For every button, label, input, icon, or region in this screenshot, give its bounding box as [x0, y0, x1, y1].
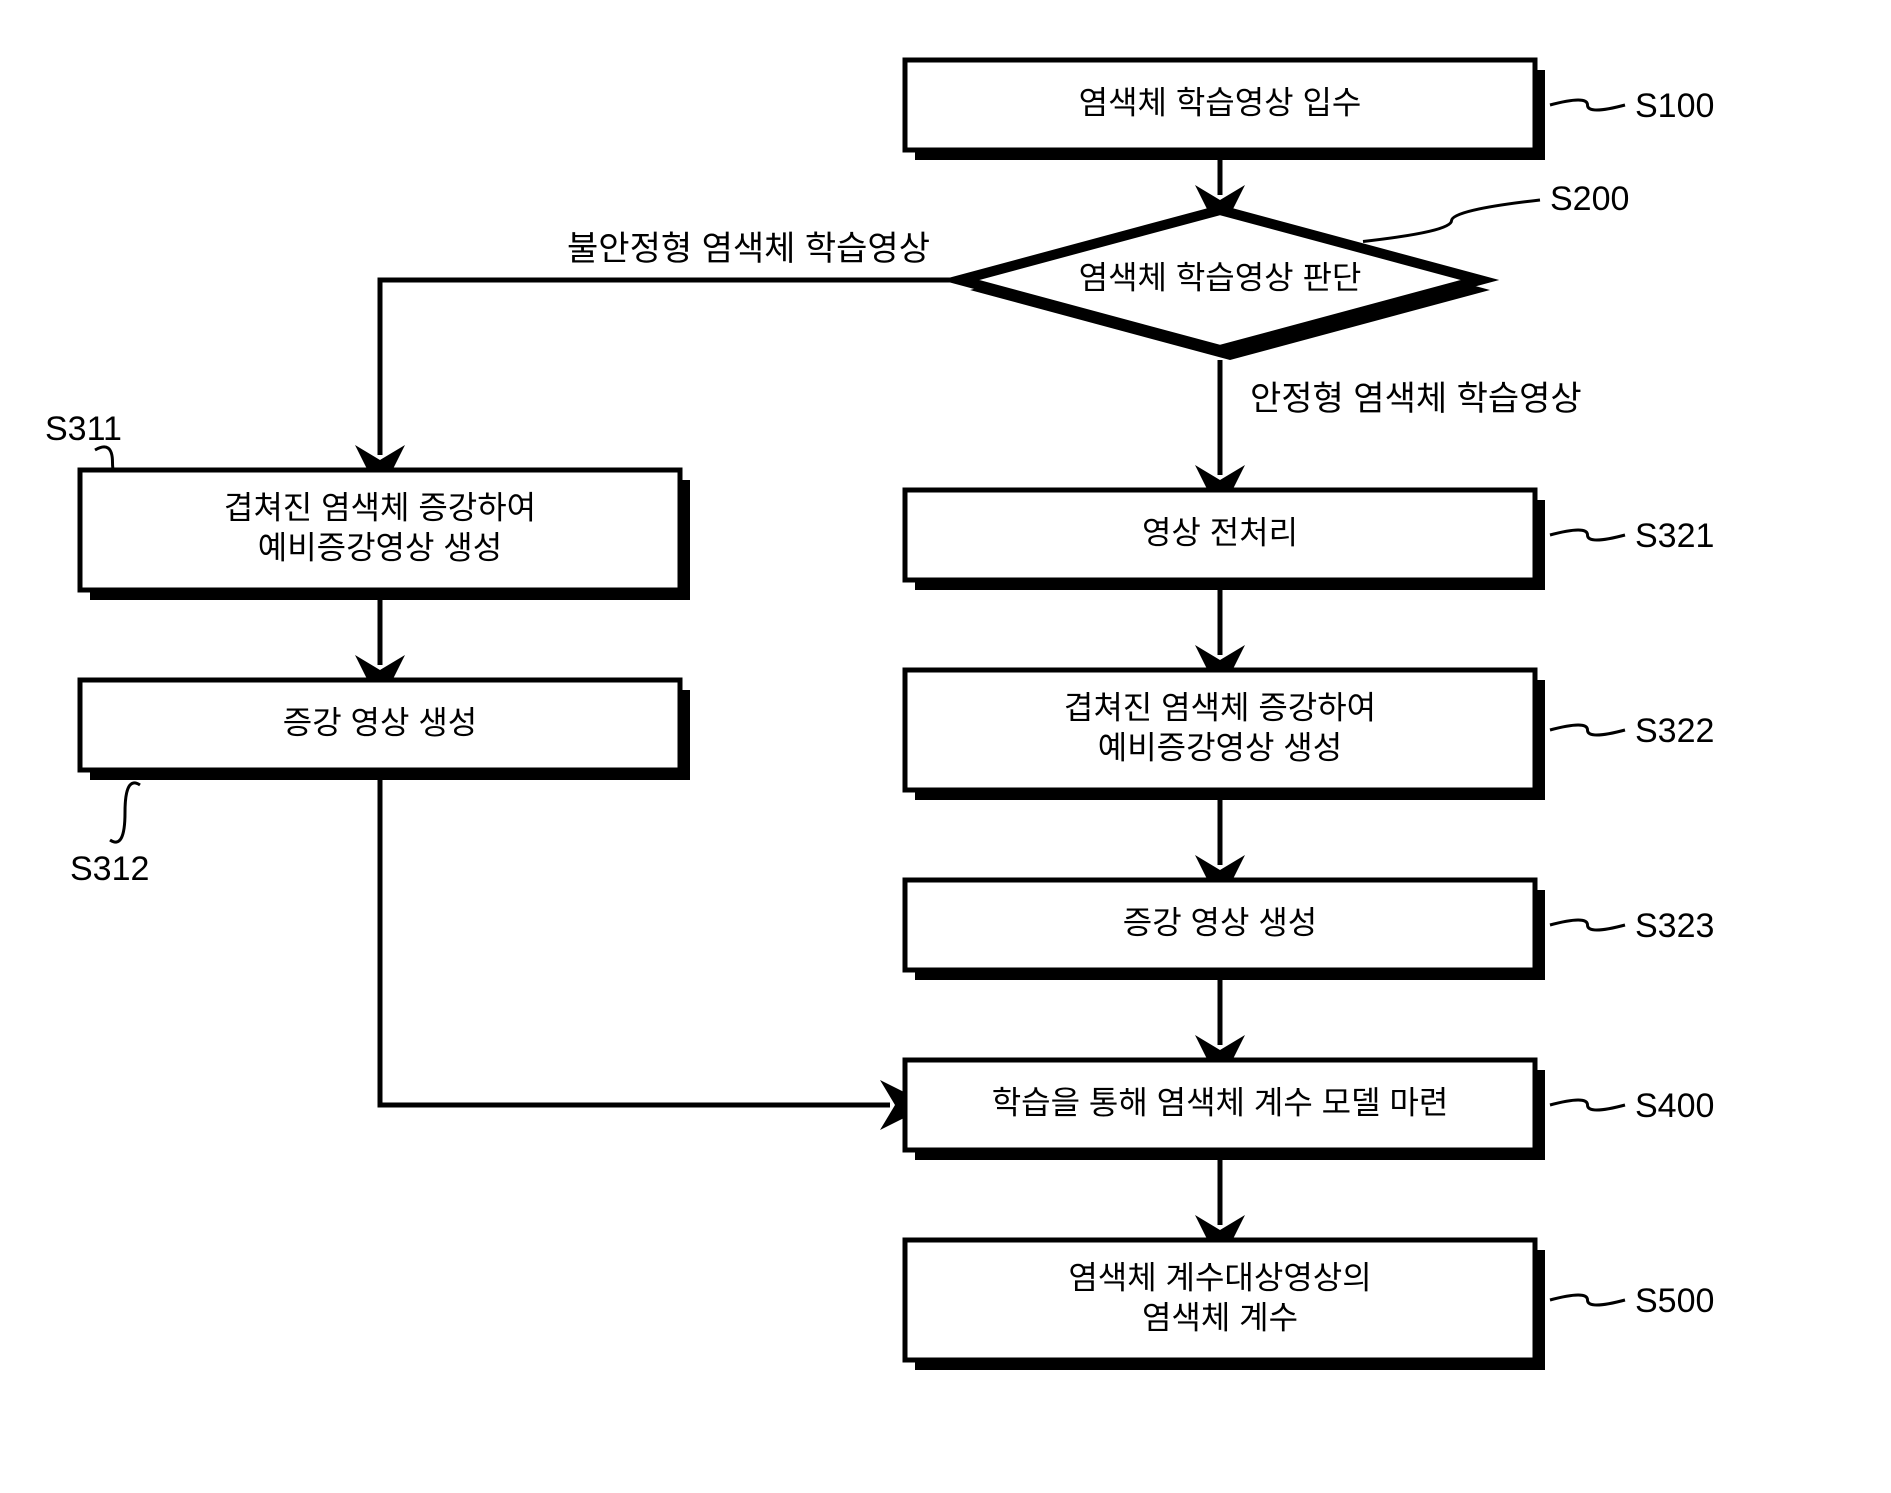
box-s312-text: 증강 영상 생성	[283, 704, 477, 740]
box-s311-text1: 겹쳐진 염색체 증강하여	[224, 489, 536, 525]
leader-s100	[1550, 100, 1625, 110]
box-s311-text2: 예비증강영상 생성	[258, 529, 502, 565]
diamond-s200-text: 염색체 학습영상 판단	[1079, 259, 1362, 295]
label-s321: S321	[1635, 517, 1714, 555]
label-s400: S400	[1635, 1087, 1714, 1125]
leader-s322	[1550, 725, 1625, 735]
leader-s312	[110, 783, 140, 842]
label-s322: S322	[1635, 712, 1714, 750]
leader-s200	[1363, 200, 1540, 242]
box-s500-text2: 염색체 계수	[1142, 1299, 1298, 1335]
label-s100: S100	[1635, 87, 1714, 125]
arrow-s312-s400	[380, 780, 890, 1105]
box-s322-text1: 겹쳐진 염색체 증강하여	[1064, 689, 1376, 725]
leader-s400	[1550, 1100, 1625, 1110]
label-stable: 안정형 염색체 학습영상	[1250, 380, 1582, 418]
box-s400-text: 학습을 통해 염색체 계수 모델 마련	[992, 1084, 1449, 1120]
box-s322-text2: 예비증강영상 생성	[1098, 729, 1342, 765]
leader-s323	[1550, 920, 1625, 930]
box-s321-text: 영상 전처리	[1142, 514, 1298, 550]
leader-s500	[1550, 1295, 1625, 1305]
label-s323: S323	[1635, 907, 1714, 945]
arrow-s200-s311	[380, 280, 960, 455]
label-s200: S200	[1550, 180, 1629, 218]
label-unstable: 불안정형 염색체 학습영상	[567, 230, 930, 268]
leader-s321	[1550, 530, 1625, 540]
label-s312: S312	[70, 850, 149, 888]
box-s500-text1: 염색체 계수대상영상의	[1068, 1259, 1371, 1295]
label-s500: S500	[1635, 1282, 1714, 1320]
label-s311: S311	[45, 410, 122, 448]
box-s323-text: 증강 영상 생성	[1123, 904, 1317, 940]
box-s100-text: 염색체 학습영상 입수	[1079, 84, 1362, 120]
